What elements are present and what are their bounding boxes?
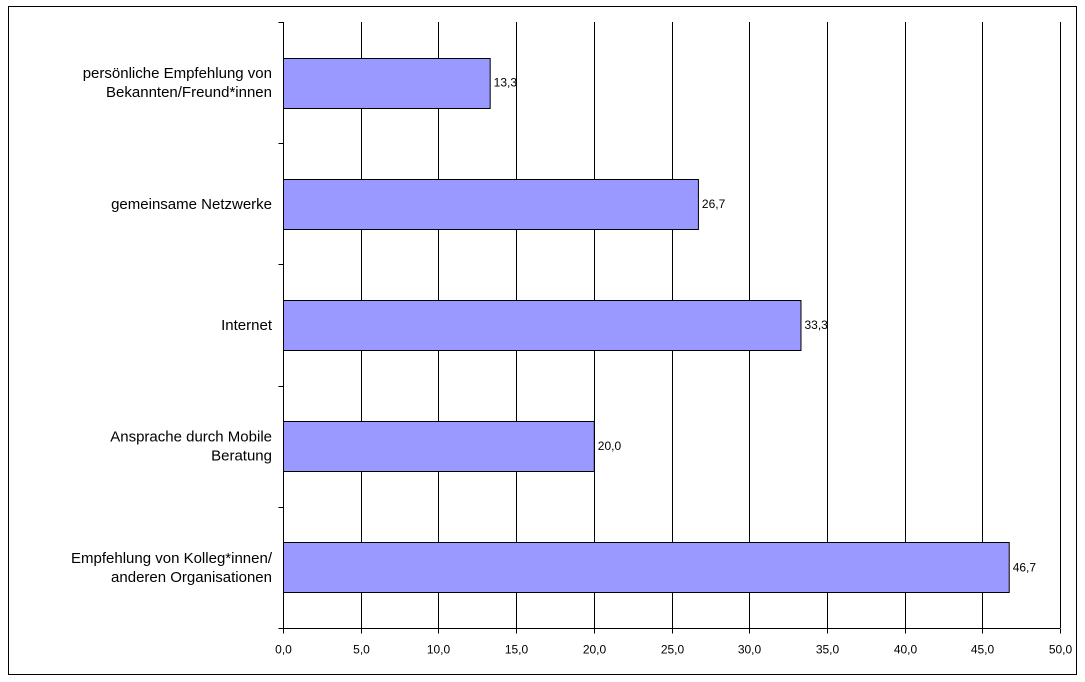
x-tick-label-10: 50,0 [1049,643,1073,657]
axes [278,22,1061,634]
bars [283,58,1010,593]
value-label-3: 20,0 [598,439,622,453]
x-tick-label-4: 20,0 [583,643,607,657]
category-label-2: Internet [221,317,273,334]
value-label-4: 46,7 [1013,560,1037,574]
category-label-3: Ansprache durch Mobile Beratung [110,429,272,465]
category-label-0: persönliche Empfehlung von Bekannten/Freu… [83,65,272,101]
bar-0 [283,58,491,109]
bar-1 [283,179,699,230]
x-tick-label-1: 5,0 [353,643,370,657]
x-tick-label-3: 15,0 [505,643,529,657]
x-tick-label-7: 35,0 [816,643,840,657]
category-label-4: Empfehlung von Kolleg*innen/anderen Orga… [71,550,273,586]
bar-2 [283,300,802,351]
value-label-2: 33,3 [804,318,828,332]
labels: 13,3 26,7 33,3 20,0 46,7 0,0 5,0 10,0 15,0 20,0 25… [71,65,1072,656]
x-tick-label-9: 45,0 [971,643,995,657]
grid-lines [361,22,1061,628]
x-tick-label-8: 40,0 [894,643,918,657]
bar-4 [283,542,1010,593]
value-label-0: 13,3 [494,76,518,90]
x-tick-label-0: 0,0 [275,643,292,657]
value-label-1: 26,7 [702,197,726,211]
x-tick-label-6: 30,0 [738,643,762,657]
x-tick-label-2: 10,0 [427,643,451,657]
x-tick-label-5: 25,0 [661,643,685,657]
bar-3 [283,421,595,472]
category-label-1: gemeinsame Netzwerke [111,196,272,213]
